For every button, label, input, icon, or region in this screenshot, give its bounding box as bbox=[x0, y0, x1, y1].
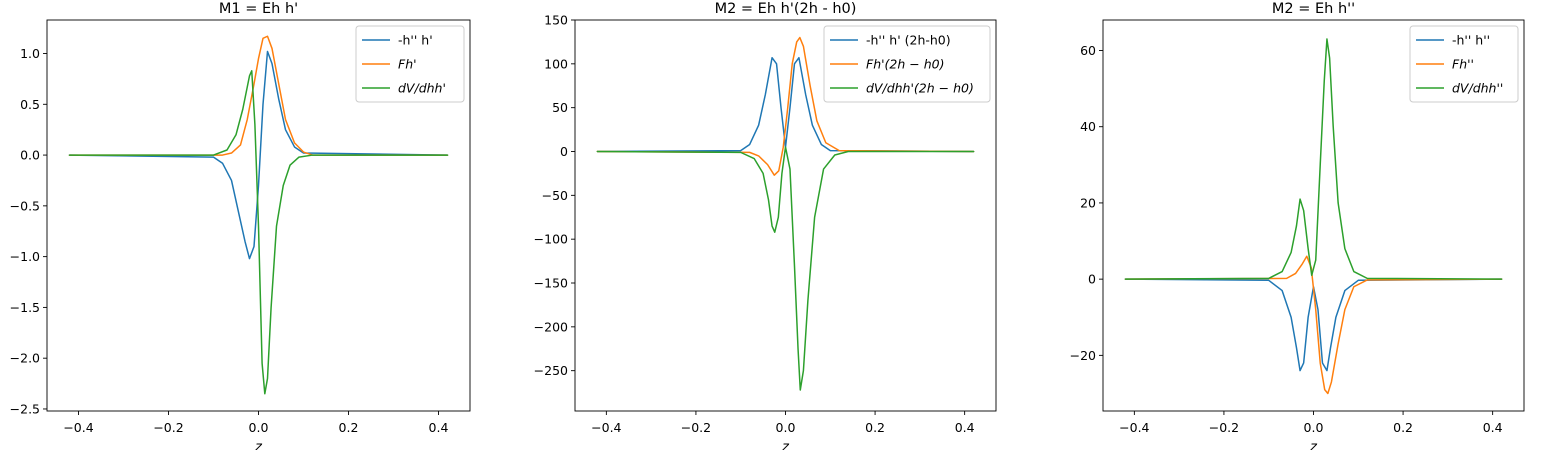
chart-panel-1: −0.4 −0.2 0.0 0.2 0.4 −2.5 −2.0 −1.5 −1.0 −0.5 0.0… bbox=[10, 1, 471, 450]
y-tick-label: −250 bbox=[534, 363, 568, 378]
y-tick-label: 150 bbox=[544, 13, 568, 28]
y-tick-label: 0.5 bbox=[20, 97, 40, 112]
x-tick-label: 0.4 bbox=[955, 420, 975, 435]
series-line-3 bbox=[596, 146, 975, 391]
legend: -h'' h' Fh' dV/dhh' bbox=[355, 25, 465, 103]
legend-label: dV/dhh'(2h − h0) bbox=[866, 81, 974, 96]
x-tick-label: −0.2 bbox=[681, 420, 711, 435]
legend-label: -h'' h'' bbox=[1452, 33, 1490, 48]
y-tick-label: 1.0 bbox=[20, 46, 40, 61]
y-tick-label: −100 bbox=[534, 232, 568, 247]
series-line-2 bbox=[68, 35, 449, 156]
y-tick-label: 20 bbox=[1080, 195, 1096, 210]
y-tick-label: −50 bbox=[542, 188, 568, 203]
y-tick-label: −150 bbox=[534, 276, 568, 291]
x-tick-label: 0.0 bbox=[1304, 420, 1324, 435]
x-tick-label: −0.2 bbox=[1209, 420, 1239, 435]
y-tick-label: 50 bbox=[552, 100, 568, 115]
y-tick-label: −0.5 bbox=[10, 198, 40, 213]
x-tick-label: 0.2 bbox=[339, 420, 359, 435]
chart-title: M2 = Eh h'' bbox=[1272, 1, 1355, 17]
chart-title: M2 = Eh h'(2h - h0) bbox=[715, 1, 857, 17]
legend: -h'' h' (2h-h0) Fh'(2h − h0) dV/dhh'(2h − … bbox=[823, 25, 991, 103]
series-line-3 bbox=[1124, 38, 1503, 280]
y-tick-label: 100 bbox=[544, 56, 568, 71]
legend: -h'' h'' Fh'' dV/dhh'' bbox=[1409, 25, 1519, 103]
legend-label: Fh'(2h − h0) bbox=[866, 57, 944, 72]
x-tick-label: −0.2 bbox=[153, 420, 183, 435]
x-tick-label: 0.2 bbox=[865, 420, 885, 435]
chart-title: M1 = Eh h' bbox=[219, 1, 298, 17]
y-tick-label: 0 bbox=[560, 144, 568, 159]
y-tick-label: −1.5 bbox=[10, 300, 40, 315]
legend-label: -h'' h' (2h-h0) bbox=[866, 33, 951, 48]
legend-label: Fh'' bbox=[1452, 57, 1474, 72]
series-line-2 bbox=[1124, 255, 1503, 395]
y-tick-label: −2.5 bbox=[10, 401, 40, 416]
x-tick-label: 0.4 bbox=[429, 420, 449, 435]
x-tick-label: −0.4 bbox=[1119, 420, 1149, 435]
series-line-3 bbox=[68, 70, 449, 395]
legend-label: dV/dhh' bbox=[398, 81, 446, 96]
x-tick-label: 0.2 bbox=[1393, 420, 1413, 435]
y-tick-label: −20 bbox=[1070, 348, 1096, 363]
legend-box bbox=[355, 25, 465, 103]
y-tick-label: 0 bbox=[1088, 272, 1096, 287]
legend-label: Fh' bbox=[398, 57, 417, 72]
x-tick-label: −0.4 bbox=[63, 420, 93, 435]
x-tick-label: 0.0 bbox=[776, 420, 796, 435]
x-axis-label: z bbox=[254, 440, 263, 450]
series-line-2 bbox=[596, 36, 975, 176]
y-tick-label: −1.0 bbox=[10, 249, 40, 264]
x-axis-label: z bbox=[781, 440, 790, 450]
y-tick-label: 60 bbox=[1080, 43, 1096, 58]
legend-label: -h'' h' bbox=[398, 33, 433, 48]
x-tick-label: −0.4 bbox=[591, 420, 621, 435]
y-tick-label: −2.0 bbox=[10, 351, 40, 366]
x-tick-label: 0.4 bbox=[1483, 420, 1503, 435]
legend-box bbox=[1409, 25, 1519, 103]
chart-panel-3: −0.4 −0.2 0.0 0.2 0.4 −20 0 20 40 60 M2 = Eh h'' z -… bbox=[1070, 1, 1525, 450]
legend-label: dV/dhh'' bbox=[1452, 81, 1503, 96]
legend-box bbox=[823, 25, 991, 103]
x-axis-label: z bbox=[1309, 440, 1318, 450]
series-line-1 bbox=[68, 50, 449, 260]
y-tick-label: 40 bbox=[1080, 119, 1096, 134]
chart-panel-2: −0.4 −0.2 0.0 0.2 0.4 −250 −200 −150 −100 −50 0 50 1… bbox=[534, 1, 997, 450]
y-tick-label: −200 bbox=[534, 319, 568, 334]
x-tick-label: 0.0 bbox=[249, 420, 269, 435]
y-tick-label: 0.0 bbox=[20, 148, 40, 163]
